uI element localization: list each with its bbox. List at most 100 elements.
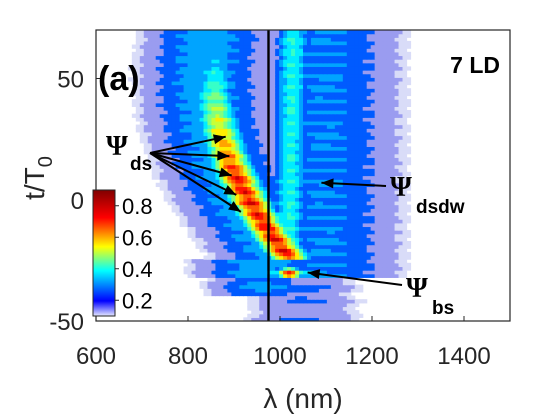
heatmap-cell bbox=[191, 37, 197, 42]
heatmap-cell bbox=[247, 66, 252, 71]
heatmap-cell bbox=[291, 66, 296, 71]
heatmap-cell bbox=[398, 44, 404, 49]
heatmap-cell bbox=[235, 182, 240, 188]
heatmap-cell bbox=[199, 99, 205, 104]
heatmap-cell bbox=[147, 102, 153, 107]
heatmap-cell bbox=[350, 186, 356, 191]
heatmap-cell bbox=[275, 171, 280, 177]
heatmap-cell bbox=[243, 215, 248, 220]
heatmap-cell bbox=[279, 113, 284, 118]
heatmap-cell bbox=[239, 200, 244, 206]
heatmap-cell bbox=[322, 131, 328, 137]
heatmap-cell bbox=[175, 190, 181, 195]
heatmap-cell bbox=[318, 280, 324, 286]
heatmap-cell bbox=[354, 211, 360, 217]
heatmap-cell bbox=[299, 70, 304, 75]
heatmap-cell bbox=[255, 179, 260, 184]
heatmap-cell bbox=[378, 190, 384, 195]
heatmap-cell bbox=[255, 110, 260, 115]
heatmap-cell bbox=[318, 222, 324, 228]
heatmap-cell bbox=[287, 168, 292, 173]
heatmap-cell bbox=[299, 88, 304, 93]
heatmap-cell bbox=[366, 222, 372, 228]
heatmap-cell bbox=[306, 91, 312, 97]
heatmap-cell bbox=[386, 146, 392, 151]
heatmap-cell bbox=[338, 186, 344, 191]
heatmap-cell bbox=[255, 302, 260, 308]
heatmap-cell bbox=[303, 51, 308, 57]
heatmap-cell bbox=[247, 164, 252, 169]
heatmap-cell bbox=[382, 190, 388, 195]
heatmap-cell bbox=[306, 295, 312, 300]
heatmap-cell bbox=[231, 128, 236, 133]
heatmap-cell bbox=[358, 204, 364, 209]
heatmap-cell bbox=[283, 110, 288, 115]
heatmap-cell bbox=[346, 77, 352, 82]
heatmap-cell bbox=[370, 80, 376, 86]
heatmap-cell bbox=[243, 102, 248, 107]
heatmap-cell bbox=[291, 55, 296, 60]
heatmap-cell bbox=[295, 259, 300, 264]
heatmap-cell bbox=[402, 40, 408, 46]
heatmap-cell bbox=[183, 44, 189, 49]
heatmap-cell bbox=[310, 55, 316, 60]
heatmap-cell bbox=[334, 226, 340, 231]
heatmap-cell bbox=[227, 30, 232, 35]
heatmap-cell bbox=[211, 62, 217, 67]
heatmap-cell bbox=[382, 131, 388, 137]
heatmap-cell bbox=[207, 66, 213, 71]
heatmap-cell bbox=[338, 146, 344, 151]
heatmap-cell bbox=[374, 113, 380, 118]
heatmap-cell bbox=[402, 233, 408, 238]
heatmap-cell bbox=[243, 182, 248, 188]
heatmap-cell bbox=[275, 302, 280, 308]
heatmap-cell bbox=[310, 135, 316, 140]
heatmap-cell bbox=[223, 40, 228, 46]
heatmap-cell bbox=[175, 62, 181, 67]
heatmap-cell bbox=[303, 131, 308, 137]
heatmap-cell bbox=[314, 40, 320, 46]
heatmap-cell bbox=[275, 30, 280, 35]
heatmap-cell bbox=[386, 153, 392, 158]
heatmap-cell bbox=[223, 91, 228, 97]
heatmap-cell bbox=[187, 139, 193, 144]
heatmap-cell bbox=[231, 117, 236, 122]
heatmap-cell bbox=[219, 157, 224, 162]
heatmap-cell bbox=[279, 80, 284, 86]
heatmap-cell bbox=[370, 248, 376, 253]
heatmap-cell bbox=[358, 270, 364, 275]
heatmap-cell bbox=[251, 102, 256, 107]
heatmap-cell bbox=[263, 139, 268, 144]
heatmap-cell bbox=[310, 128, 316, 133]
heatmap-cell bbox=[179, 157, 185, 162]
heatmap-cell bbox=[398, 139, 404, 144]
heatmap-cell bbox=[354, 226, 360, 231]
heatmap-cell bbox=[326, 113, 332, 118]
heatmap-cell bbox=[306, 291, 312, 297]
heatmap-cell bbox=[179, 204, 185, 209]
heatmap-cell bbox=[243, 255, 248, 260]
heatmap-cell bbox=[287, 51, 292, 57]
heatmap-cell bbox=[211, 80, 217, 86]
heatmap-cell bbox=[322, 230, 328, 235]
heatmap-cell bbox=[314, 80, 320, 86]
heatmap-cell bbox=[187, 128, 193, 133]
y-tick-label: -50 bbox=[49, 309, 84, 336]
heatmap-cell bbox=[310, 30, 316, 35]
heatmap-cell bbox=[279, 190, 284, 195]
heatmap-cell bbox=[147, 146, 153, 151]
heatmap-cell bbox=[167, 131, 173, 137]
heatmap-cell bbox=[143, 106, 149, 111]
heatmap-cell bbox=[303, 153, 308, 158]
heatmap-cell bbox=[303, 211, 308, 217]
heatmap-cell bbox=[378, 197, 384, 202]
heatmap-cell bbox=[366, 142, 372, 147]
heatmap-cell bbox=[219, 211, 224, 217]
heatmap-cell bbox=[370, 251, 376, 257]
heatmap-cell bbox=[358, 211, 364, 217]
heatmap-cell bbox=[283, 182, 288, 188]
heatmap-cell bbox=[310, 215, 316, 220]
heatmap-cell bbox=[283, 95, 288, 100]
heatmap-cell bbox=[151, 102, 157, 107]
heatmap-cell bbox=[346, 190, 352, 195]
